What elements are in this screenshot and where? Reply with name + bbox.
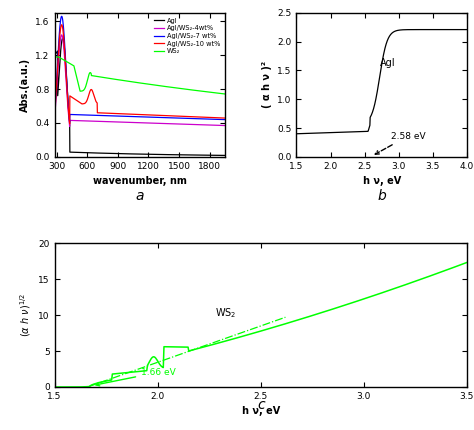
Text: c: c [257, 398, 264, 412]
Text: a: a [136, 189, 144, 203]
Legend: AgI, AgI/WS₂-4wt%, AgI/WS₂-7 wt%, AgI/WS₂-10 wt%, WS₂: AgI, AgI/WS₂-4wt%, AgI/WS₂-7 wt%, AgI/WS… [153, 16, 221, 55]
X-axis label: h ν, eV: h ν, eV [242, 406, 280, 416]
Y-axis label: ( α h ν )²: ( α h ν )² [262, 61, 272, 108]
Text: 2.58 eV: 2.58 eV [375, 132, 425, 154]
Text: AgI: AgI [380, 58, 395, 68]
Y-axis label: Abs.(a.u.): Abs.(a.u.) [20, 58, 30, 112]
X-axis label: wavenumber, nm: wavenumber, nm [93, 176, 187, 186]
Text: WS$_2$: WS$_2$ [215, 307, 237, 320]
Y-axis label: $( \alpha\ h\ \nu )^{1/2}$: $( \alpha\ h\ \nu )^{1/2}$ [18, 293, 33, 337]
X-axis label: h ν, eV: h ν, eV [363, 176, 401, 186]
Text: 1.66 eV: 1.66 eV [96, 368, 176, 386]
Text: b: b [377, 189, 386, 203]
